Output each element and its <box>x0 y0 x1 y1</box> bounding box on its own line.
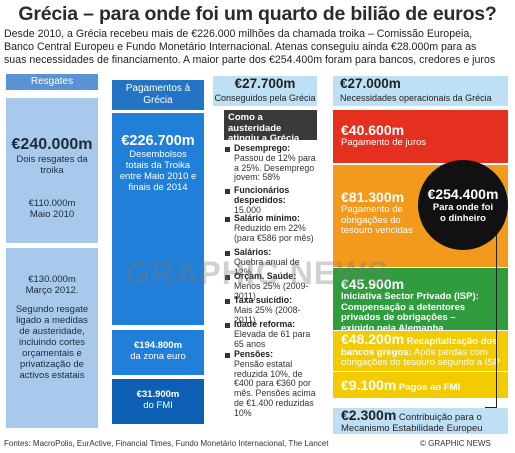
pagamentos-header: Pagamentos à Grécia <box>112 80 204 110</box>
page-title: Grécia – para onde foi um quarto de bili… <box>18 3 497 25</box>
sources-text: Fontes: MacroPolis, EurActive, Financial… <box>4 439 329 448</box>
mee-box: €2.300m Contribuição para o Mecanismo Es… <box>333 408 508 434</box>
juros-label: Pagamento de juros <box>341 137 427 148</box>
intro-line-2: Banco Central Europeu e Fundo Monetário … <box>4 41 477 53</box>
circle-label: Para onde foi o dinheiro <box>432 202 494 224</box>
austerity-item: Salários: Quebra anual de 12% <box>224 247 317 277</box>
pagamentos-total: €226.700m <box>121 133 195 149</box>
pagamentos-fmi-amount: €31.900m <box>136 389 180 400</box>
austerity-item: Taxa suicídio: Mais 25% (2008-2011) <box>224 295 317 325</box>
credit-text: © GRAPHIC NEWS <box>420 439 491 448</box>
conseguidos-amount: €27.700m <box>234 76 296 91</box>
resgates-second-box: €130.000m Março 2012. Segundo resgate li… <box>6 248 98 428</box>
austerity-header: Como a austeridade atingiu a Grécia <box>224 110 317 144</box>
juros-box: €40.600m Pagamento de juros <box>333 110 508 163</box>
fmi-box: €9.100m Pagos ao FMI <box>333 372 508 398</box>
resgates-header: Resgates <box>6 74 98 90</box>
austerity-item: Funcionários despedidos: 15.000 <box>224 185 317 215</box>
austerity-item: Idade reforma: Elevada de 61 para 65 anos <box>224 319 317 349</box>
circle-amount: €254.400m <box>427 186 499 202</box>
austerity-list: Desemprego: Passou de 12% para a 25%. Des… <box>224 142 317 432</box>
necessidades-amount: €27.000m <box>340 76 401 91</box>
resgates-total-label: Dois resgates da troika <box>16 154 88 176</box>
conseguidos-label: Conseguidos pela Grécia <box>214 93 316 103</box>
bancos-title: Recapitalização dos bancos gregos: <box>341 336 498 358</box>
resgates-second-amount: €130.000m <box>28 274 76 285</box>
watermark: GRAPHIC NEWS <box>125 255 390 291</box>
pagamentos-euro-box: €194.800m da zona euro <box>112 330 204 375</box>
austerity-item: Pensões: Pensão estatal reduzida 10%, de … <box>224 349 317 419</box>
obrigacoes-amount: €81.300m <box>341 189 405 205</box>
pagamentos-fmi-label: do FMI <box>143 400 173 411</box>
intro-line-1: Desde 2010, a Grécia recebeu mais de €22… <box>4 28 473 40</box>
resgates-total: €240.000m <box>11 136 93 153</box>
pagamentos-total-label: Desembolsos totais da Troika entre Maio … <box>119 149 197 193</box>
isp-box: €45.900m Iniciativa Sector Privado (ISP)… <box>333 268 508 333</box>
pagamentos-euro-label: da zona euro <box>130 351 186 362</box>
bancos-label: Após perdas com obrigações do tesouro se… <box>341 346 500 368</box>
bancos-amount: €48.200m <box>341 331 405 347</box>
isp-amount: €45.900m <box>341 276 405 292</box>
resgates-total-box: €240.000m Dois resgates da troika €110.0… <box>6 98 98 243</box>
austerity-item: Orçam. Saúde: Menos 25% (2009-2011) <box>224 271 317 301</box>
pagamentos-euro-amount: €194.800m <box>133 340 183 351</box>
pagamentos-fmi-box: €31.900m do FMI <box>112 379 204 424</box>
necessidades-label: Necessidades operacionais da Grécia <box>340 93 492 103</box>
isp-label: Iniciativa Sector Privado (ISP): Compens… <box>341 291 479 334</box>
bancos-box: €48.200m Recapitalização dos bancos greg… <box>333 331 508 371</box>
resgates-second-date: Março 2012. <box>25 285 79 296</box>
fmi-label: Pagos ao FMI <box>398 382 461 393</box>
intro-text: Desde 2010, a Grécia recebeu mais de €22… <box>4 28 512 67</box>
austerity-item: Salário mínimo: Reduzido em 22% (para €58… <box>224 213 317 243</box>
mee-label: Contribuição para o Mecanismo Estabilida… <box>341 412 483 434</box>
fmi-amount: €9.100m <box>341 377 397 393</box>
necessidades-box <box>333 76 508 106</box>
pagamentos-total-box: €226.700m Desembolsos totais da Troika e… <box>112 113 204 325</box>
juros-amount: €40.600m <box>341 122 405 138</box>
total-circle: €254.400m Para onde foi o dinheiro <box>418 160 508 250</box>
resgates-second-note: Segundo resgate ligado a medidas de aust… <box>15 304 89 381</box>
intro-line-3: suas necessidades de financiamento. A ma… <box>4 54 496 66</box>
mee-amount: €2.300m <box>341 407 397 423</box>
conseguidos-box <box>213 76 317 106</box>
resgates-first-amount: €110.000m <box>28 198 76 209</box>
resgates-first-date: Maio 2010 <box>29 209 75 220</box>
austerity-item: Desemprego: Passou de 12% para a 25%. Des… <box>224 143 317 183</box>
obrigacoes-label: Pagamento de obrigações do tesouro venci… <box>341 204 413 236</box>
